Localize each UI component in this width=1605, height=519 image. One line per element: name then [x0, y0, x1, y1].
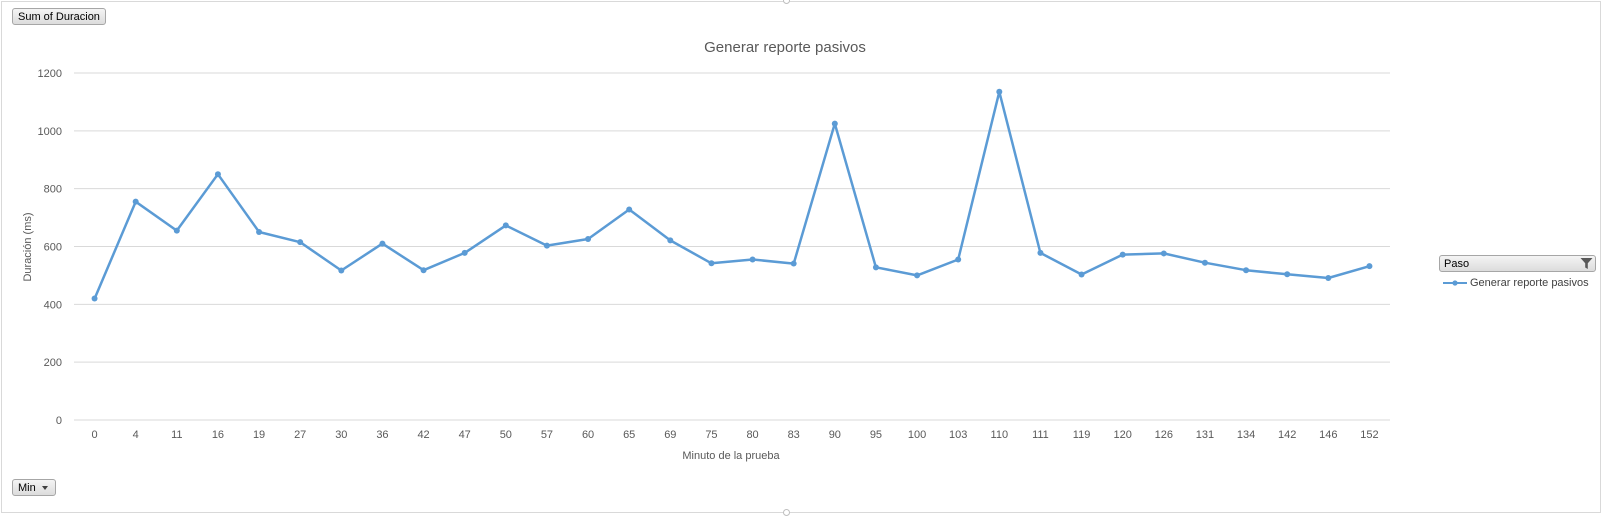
y-tick-label: 1200	[38, 68, 62, 80]
data-point[interactable]	[749, 256, 756, 263]
x-tick-label: 69	[664, 429, 676, 441]
y-tick-label: 1000	[38, 126, 62, 138]
axis-field-label: Min	[18, 481, 36, 494]
resize-handle-top[interactable]	[783, 0, 790, 4]
values-field-button[interactable]: Sum of Duracion	[12, 8, 106, 25]
x-tick-label: 142	[1278, 429, 1296, 441]
legend-entry-label: Generar reporte pasivos	[1470, 277, 1589, 289]
data-point[interactable]	[173, 227, 180, 234]
x-tick-label: 110	[991, 429, 1009, 441]
x-tick-label: 103	[949, 429, 967, 441]
y-tick-label: 0	[56, 415, 62, 427]
x-tick-label: 4	[133, 429, 139, 441]
data-point[interactable]	[1160, 250, 1167, 257]
data-point[interactable]	[667, 237, 674, 244]
x-tick-label: 90	[829, 429, 841, 441]
x-tick-label: 30	[335, 429, 347, 441]
data-point[interactable]	[543, 242, 550, 249]
x-tick-label: 119	[1073, 429, 1091, 441]
x-tick-label: 19	[253, 429, 265, 441]
x-tick-label: 120	[1114, 429, 1132, 441]
data-point[interactable]	[1325, 275, 1332, 282]
data-point[interactable]	[461, 249, 468, 256]
data-point[interactable]	[420, 267, 427, 274]
data-point[interactable]	[1366, 263, 1373, 270]
data-point[interactable]	[1284, 271, 1291, 278]
data-point[interactable]	[955, 256, 962, 263]
data-point[interactable]	[790, 260, 797, 267]
x-tick-label: 57	[541, 429, 553, 441]
data-point[interactable]	[1201, 259, 1208, 266]
filter-icon[interactable]	[1580, 257, 1593, 270]
data-point[interactable]	[1119, 251, 1126, 258]
data-point[interactable]	[872, 264, 879, 271]
dropdown-arrow-icon	[41, 485, 48, 490]
data-point[interactable]	[1037, 249, 1044, 256]
data-point[interactable]	[297, 239, 304, 246]
x-tick-label: 152	[1360, 429, 1378, 441]
legend-field-button[interactable]: Paso	[1439, 255, 1596, 272]
x-tick-label: 42	[417, 429, 429, 441]
x-tick-label: 126	[1155, 429, 1173, 441]
legend-entry: Generar reporte pasivos	[1442, 277, 1589, 289]
x-axis-ticks: 0 4 11 16 19 27 30 36 42 47 50 57 60 65 69 75 80 83 90 95 10…	[92, 429, 1379, 441]
x-tick-label: 60	[582, 429, 594, 441]
x-tick-label: 134	[1237, 429, 1255, 441]
x-tick-label: 83	[788, 429, 800, 441]
x-tick-label: 131	[1196, 429, 1214, 441]
x-tick-label: 100	[908, 429, 926, 441]
legend-swatch	[1443, 280, 1467, 286]
axis-field-button[interactable]: Min	[12, 479, 56, 496]
data-point[interactable]	[996, 88, 1003, 95]
legend-header-label: Paso	[1444, 257, 1470, 270]
y-tick-label: 800	[44, 184, 62, 196]
x-tick-label: 47	[459, 429, 471, 441]
x-tick-label: 11	[171, 429, 182, 441]
x-tick-label: 36	[376, 429, 388, 441]
y-tick-label: 600	[44, 242, 62, 254]
x-tick-label: 95	[870, 429, 882, 441]
data-point[interactable]	[1078, 271, 1085, 278]
data-point[interactable]	[214, 171, 221, 178]
x-tick-label: 75	[705, 429, 717, 441]
data-point[interactable]	[256, 229, 263, 236]
x-tick-label: 111	[1032, 429, 1049, 441]
resize-handle-bottom[interactable]	[783, 509, 790, 516]
gridlines	[74, 72, 1390, 421]
y-tick-label: 400	[44, 299, 62, 311]
chart-title: Generar reporte pasivos	[704, 39, 866, 56]
data-point[interactable]	[132, 198, 139, 205]
x-tick-label: 146	[1319, 429, 1337, 441]
x-tick-label: 16	[212, 429, 224, 441]
x-tick-label: 50	[500, 429, 512, 441]
values-field-label: Sum of Duracion	[18, 10, 100, 23]
y-axis-label: Duración (ms)	[22, 212, 34, 281]
data-point[interactable]	[338, 267, 345, 274]
data-point[interactable]	[1243, 267, 1250, 274]
y-tick-label: 200	[44, 357, 62, 369]
x-axis-label: Minuto de la prueba	[682, 450, 780, 462]
data-point[interactable]	[831, 120, 838, 127]
x-tick-label: 0	[92, 429, 98, 441]
data-point[interactable]	[502, 222, 509, 229]
x-tick-label: 65	[623, 429, 635, 441]
series-line	[93, 90, 1370, 300]
x-tick-label: 80	[746, 429, 758, 441]
data-point[interactable]	[379, 240, 386, 247]
data-point[interactable]	[91, 295, 98, 302]
data-point[interactable]	[585, 235, 592, 242]
x-tick-label: 27	[294, 429, 306, 441]
data-point[interactable]	[914, 272, 921, 279]
data-point[interactable]	[626, 206, 633, 213]
y-axis-ticks: 0 200 400 600 800 1000 1200	[38, 68, 62, 427]
data-point[interactable]	[708, 260, 715, 267]
series-group	[91, 88, 1373, 302]
